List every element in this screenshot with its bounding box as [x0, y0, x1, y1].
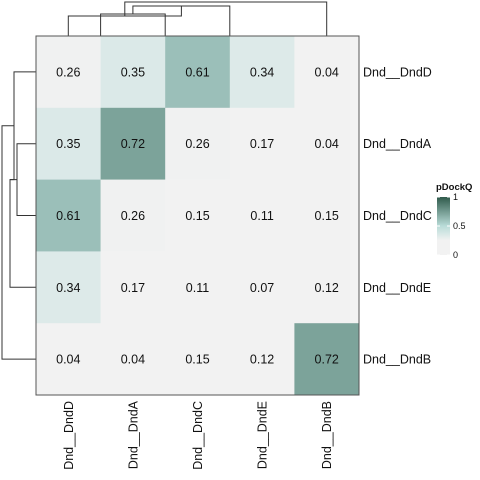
row-dendrogram [1, 71, 36, 360]
heatmap-cell [36, 36, 101, 109]
cell-value-label: 0.35 [56, 137, 80, 151]
cell-value-label: 0.04 [315, 137, 339, 151]
cell-value-label: 0.04 [315, 65, 339, 79]
cell-value-label: 0.11 [250, 209, 273, 223]
heatmap-cell [229, 36, 295, 109]
heatmap-cell [294, 36, 360, 109]
heatmap-cell [229, 323, 295, 396]
heatmap-cell [100, 251, 166, 324]
legend-colorbar [437, 197, 450, 255]
heatmap-cell [229, 107, 295, 180]
heatmap-cell [294, 179, 360, 252]
row-dendrogram-branch [1, 125, 36, 360]
cell-value-label: 0.26 [121, 209, 145, 223]
heatmap-cell [165, 179, 231, 252]
cell-value-label: 0.72 [315, 353, 339, 367]
heatmap-cells: 0.26 0.35 0.61 0.34 0.04 0.35 0.72 0.26 0.17 0.04… [36, 36, 360, 396]
heatmap-cell [294, 107, 360, 180]
heatmap-cell [165, 36, 231, 109]
cell-value-label: 0.17 [121, 281, 145, 295]
cell-value-label: 0.04 [121, 353, 145, 367]
heatmap-cell [294, 251, 360, 324]
heatmap-cell [229, 251, 295, 324]
column-label: Dnd__DndE [256, 401, 270, 469]
cell-value-label: 0.11 [186, 281, 209, 295]
column-dendrogram-branch [100, 13, 166, 36]
cell-value-label: 0.04 [56, 353, 80, 367]
row-label: Dnd__DndE [363, 281, 431, 295]
row-dendrogram-branch [16, 143, 36, 216]
column-label: Dnd__DndD [62, 401, 76, 470]
cell-value-label: 0.15 [315, 209, 339, 223]
row-label: Dnd__DndA [363, 137, 432, 151]
legend-title: pDockQ [436, 182, 472, 193]
legend-tick-label: 0 [453, 250, 458, 260]
heatmap-cell [229, 179, 295, 252]
legend-tick-label: 1 [453, 192, 458, 202]
heatmap-cell [36, 179, 101, 252]
cell-value-label: 0.26 [185, 137, 209, 151]
column-label: Dnd__DndA [126, 400, 140, 469]
cell-value-label: 0.35 [121, 65, 145, 79]
cell-value-label: 0.15 [185, 353, 209, 367]
heatmap-cell [100, 107, 166, 180]
cell-value-label: 0.12 [315, 281, 339, 295]
heatmap-cell [165, 323, 231, 396]
heatmap-cell [165, 107, 231, 180]
heatmap-cell [100, 36, 166, 109]
row-label: Dnd__DndC [363, 209, 432, 223]
cell-value-label: 0.61 [56, 209, 80, 223]
column-label: Dnd__DndC [191, 401, 205, 470]
column-dendrogram-branch [124, 1, 328, 36]
cell-value-label: 0.72 [121, 137, 145, 151]
heatmap-cell [100, 323, 166, 396]
cell-value-label: 0.17 [250, 137, 274, 151]
heatmap-border [35, 35, 360, 396]
heatmap-cell [36, 107, 101, 180]
heatmap-cell [165, 251, 231, 324]
cell-value-label: 0.12 [250, 353, 274, 367]
cell-value-label: 0.61 [185, 65, 209, 79]
heatmap-cell [100, 179, 166, 252]
column-dendrogram [67, 1, 328, 36]
cell-value-label: 0.07 [250, 281, 274, 295]
heatmap-cell [294, 323, 360, 396]
cell-value-label: 0.34 [250, 65, 274, 79]
heatmap-cell [36, 323, 101, 396]
column-labels: Dnd__DndD Dnd__DndA Dnd__DndC Dnd__DndE Dnd_… [62, 400, 334, 469]
row-label: Dnd__DndB [363, 353, 431, 367]
cell-value-label: 0.26 [56, 65, 80, 79]
legend-tick-label: 0.5 [453, 221, 466, 231]
cell-value-label: 0.34 [56, 281, 80, 295]
column-label: Dnd__DndB [320, 401, 334, 469]
row-labels: Dnd__DndD Dnd__DndA Dnd__DndC Dnd__DndE Dnd_… [363, 65, 432, 366]
row-dendrogram-branch [9, 179, 36, 288]
color-legend: pDockQ 0 0.5 1 [436, 182, 472, 260]
row-label: Dnd__DndD [363, 65, 432, 79]
cell-value-label: 0.15 [185, 209, 209, 223]
heatmap-cell [36, 251, 101, 324]
